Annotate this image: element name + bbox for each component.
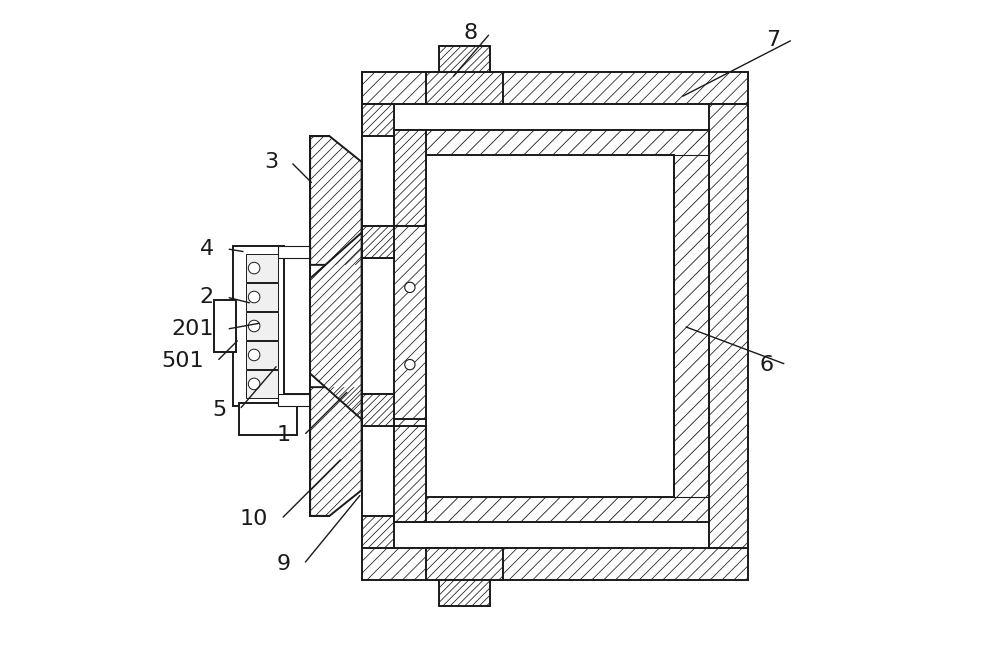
Circle shape bbox=[248, 262, 260, 274]
Polygon shape bbox=[426, 548, 503, 580]
Circle shape bbox=[248, 291, 260, 303]
Polygon shape bbox=[278, 394, 310, 406]
Circle shape bbox=[248, 349, 260, 361]
Polygon shape bbox=[394, 426, 426, 522]
Text: 7: 7 bbox=[766, 29, 780, 50]
Polygon shape bbox=[362, 394, 394, 426]
Circle shape bbox=[405, 282, 415, 293]
Polygon shape bbox=[304, 233, 362, 419]
Polygon shape bbox=[214, 301, 236, 351]
Text: 3: 3 bbox=[264, 152, 278, 172]
Polygon shape bbox=[310, 136, 362, 265]
Polygon shape bbox=[362, 258, 394, 394]
Text: 501: 501 bbox=[161, 351, 204, 372]
Polygon shape bbox=[394, 130, 426, 226]
Polygon shape bbox=[278, 258, 310, 394]
Polygon shape bbox=[278, 246, 310, 258]
Polygon shape bbox=[246, 283, 278, 311]
Polygon shape bbox=[709, 104, 748, 548]
Circle shape bbox=[248, 378, 260, 390]
Polygon shape bbox=[239, 403, 297, 436]
Polygon shape bbox=[246, 341, 278, 369]
Text: 2: 2 bbox=[199, 287, 214, 307]
Polygon shape bbox=[439, 580, 490, 606]
Polygon shape bbox=[426, 72, 503, 104]
Text: 4: 4 bbox=[199, 239, 214, 259]
Text: 201: 201 bbox=[171, 319, 214, 339]
Polygon shape bbox=[246, 312, 278, 340]
Circle shape bbox=[405, 359, 415, 370]
Polygon shape bbox=[310, 387, 362, 516]
Text: 1: 1 bbox=[277, 425, 291, 445]
Polygon shape bbox=[246, 370, 278, 398]
Polygon shape bbox=[362, 516, 394, 548]
Polygon shape bbox=[439, 46, 490, 72]
Polygon shape bbox=[362, 548, 748, 580]
Circle shape bbox=[248, 320, 260, 332]
Text: 5: 5 bbox=[212, 400, 226, 420]
Text: 8: 8 bbox=[463, 23, 477, 43]
Text: 10: 10 bbox=[240, 509, 268, 529]
Polygon shape bbox=[426, 155, 674, 497]
Text: 6: 6 bbox=[759, 355, 774, 375]
Polygon shape bbox=[362, 72, 748, 104]
Polygon shape bbox=[246, 254, 278, 282]
Polygon shape bbox=[362, 226, 426, 419]
Polygon shape bbox=[362, 104, 394, 136]
Text: 9: 9 bbox=[277, 554, 291, 574]
Polygon shape bbox=[394, 130, 709, 522]
Polygon shape bbox=[233, 246, 284, 406]
Polygon shape bbox=[362, 226, 394, 258]
